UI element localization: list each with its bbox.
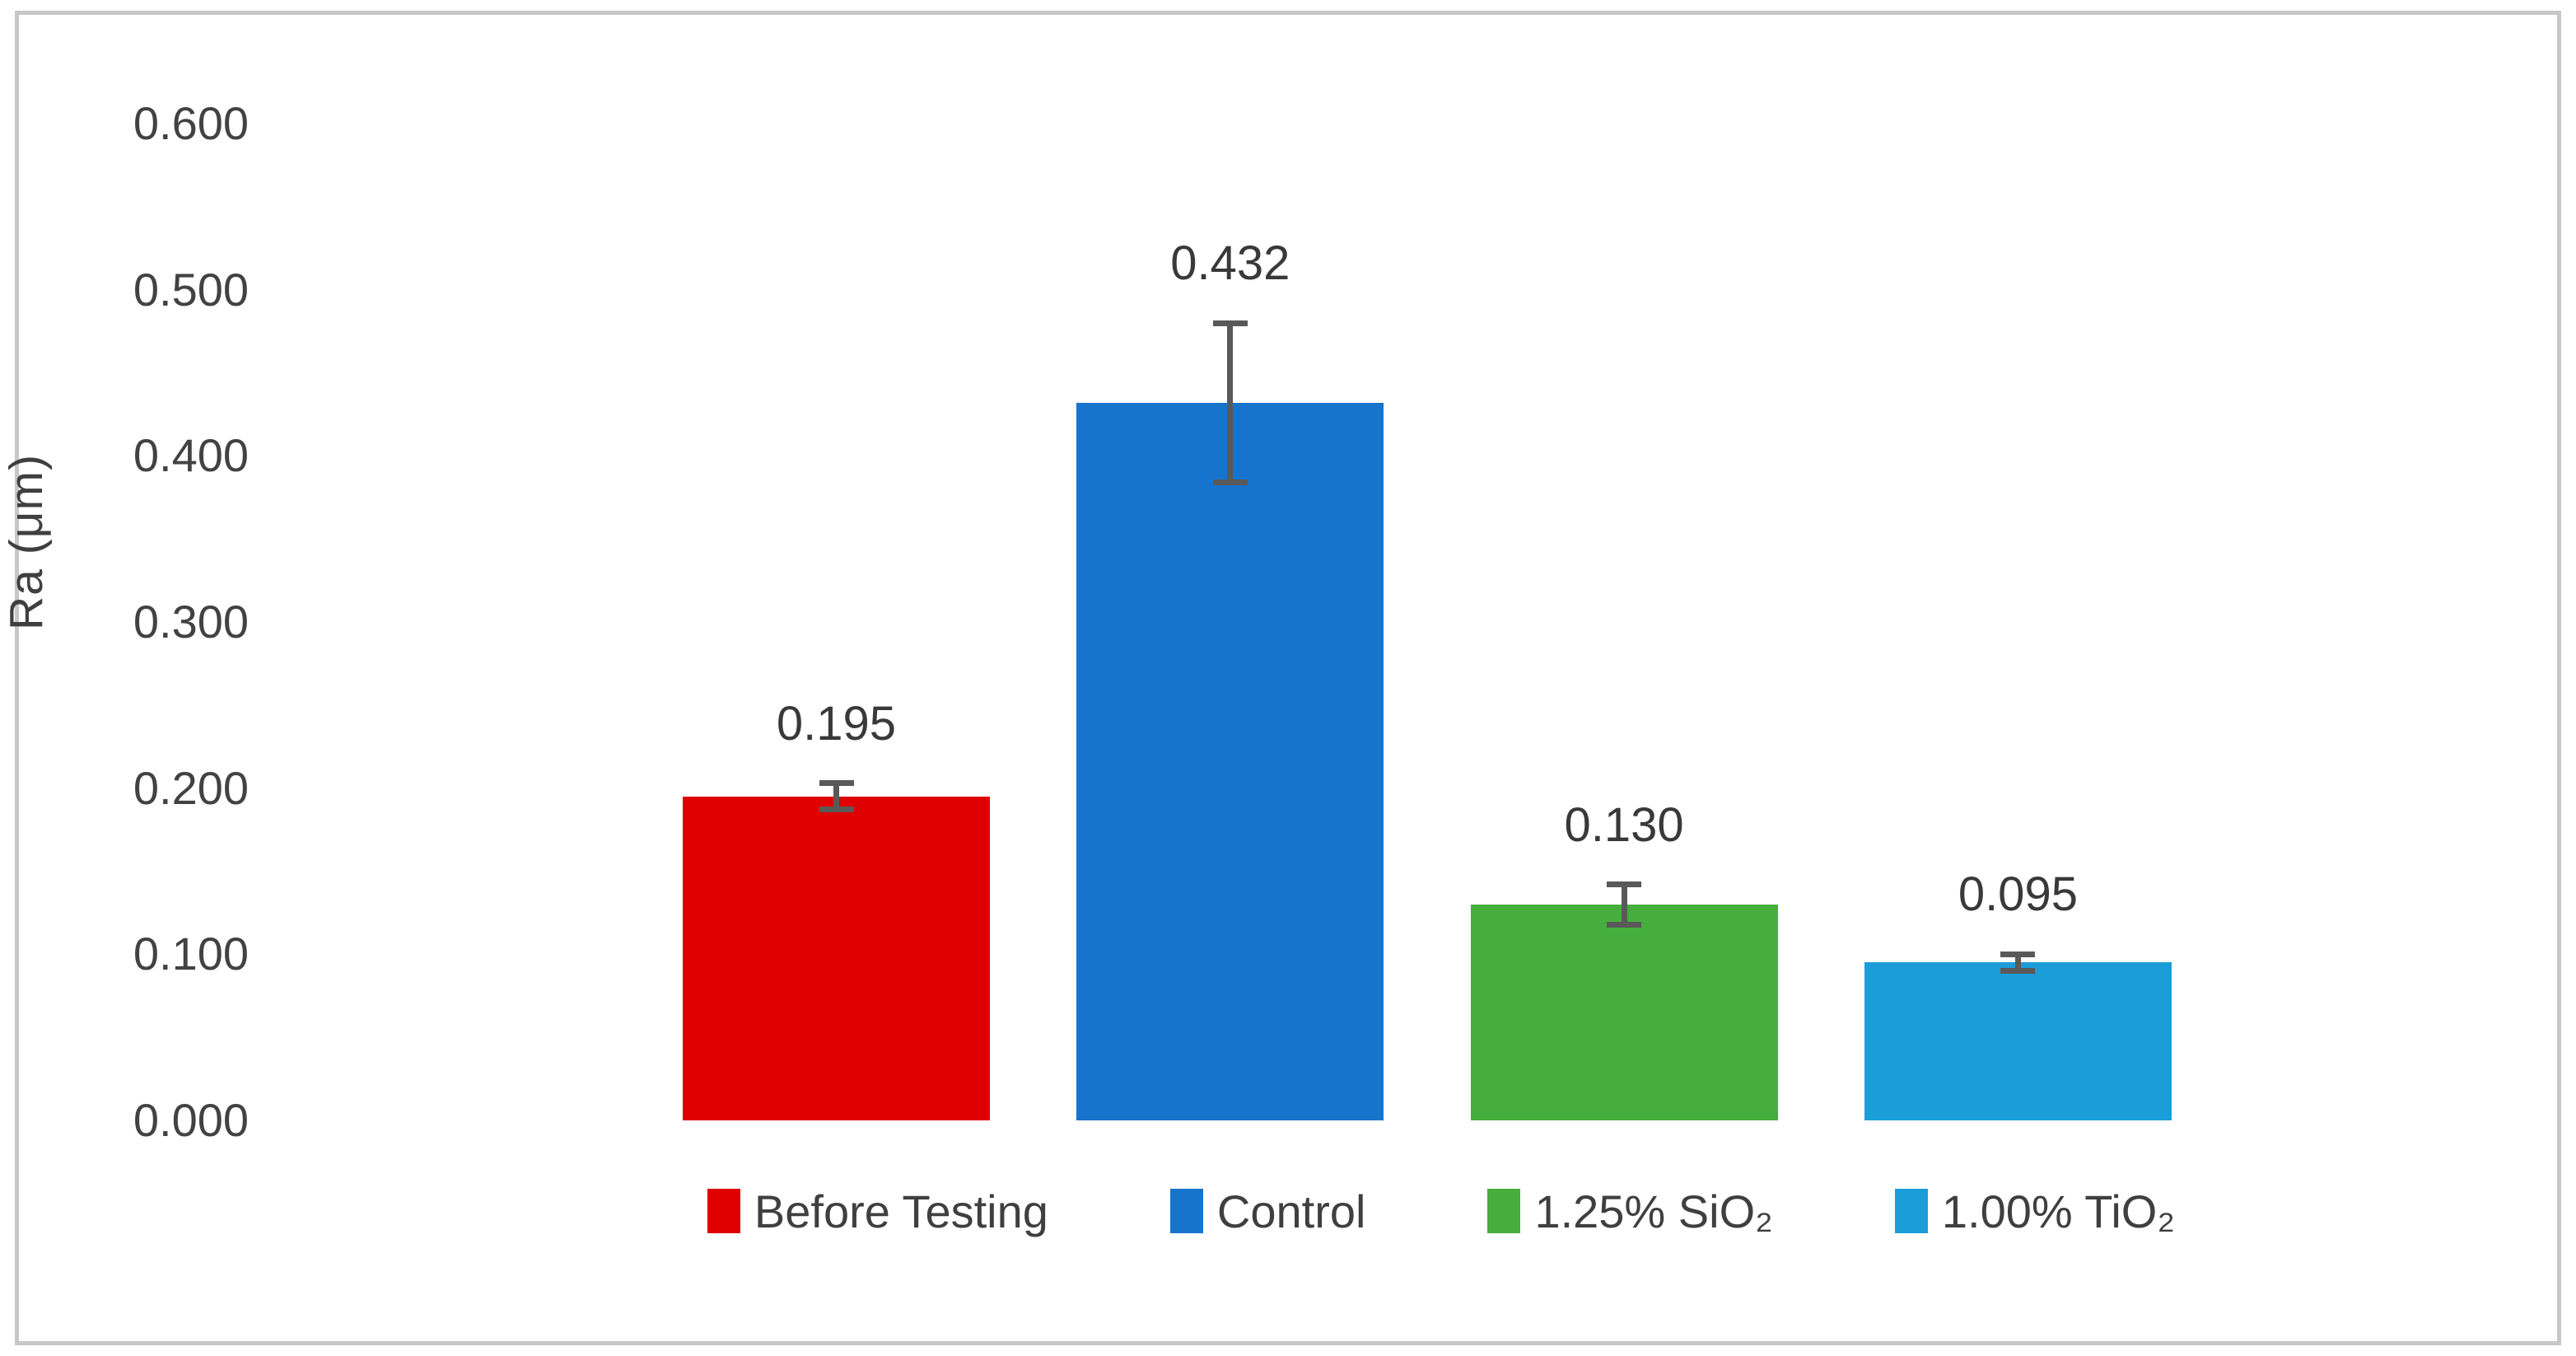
error-cap-top-before-testing xyxy=(819,780,854,787)
data-label-1-25-sio: 0.130 xyxy=(1564,797,1684,852)
error-bar-before-testing xyxy=(833,783,839,810)
legend-label-before-testing: Before Testing xyxy=(754,1185,1048,1237)
error-cap-bottom-control xyxy=(1212,479,1248,486)
bar-control xyxy=(1076,402,1384,1120)
y-axis-title: Ra (μm) xyxy=(0,454,53,630)
error-cap-bottom-1-25-sio xyxy=(1607,921,1642,928)
y-tick-label: 0.300 xyxy=(133,596,249,648)
bar-before-testing xyxy=(683,796,990,1120)
legend-label-1-25-sio: 1.25% SiO₂ xyxy=(1534,1185,1773,1237)
error-cap-top-control xyxy=(1212,320,1248,326)
legend-item-before-testing: Before Testing xyxy=(707,1185,1048,1238)
legend-item-control: Control xyxy=(1169,1185,1366,1238)
legend-item-1-00-tio: 1.00% TiO₂ xyxy=(1894,1185,2176,1238)
data-label-control: 0.432 xyxy=(1170,236,1290,290)
error-cap-bottom-1-00-tio xyxy=(2000,968,2036,974)
error-cap-top-1-00-tio xyxy=(2000,951,2036,957)
legend-swatch-1-00-tio xyxy=(1894,1189,1928,1233)
data-label-1-00-tio: 0.095 xyxy=(1958,867,2078,922)
error-bar-1-25-sio xyxy=(1621,884,1627,925)
error-cap-top-1-25-sio xyxy=(1607,881,1642,888)
legend-label-control: Control xyxy=(1216,1185,1366,1237)
data-label-before-testing: 0.195 xyxy=(776,696,897,750)
y-tick-label: 0.000 xyxy=(133,1094,249,1146)
bar-1-25-sio xyxy=(1470,904,1778,1120)
legend: Before Testing Control 1.25% SiO₂ 1.00% TiO… xyxy=(461,1174,2421,1248)
y-tick-label: 0.200 xyxy=(133,761,249,814)
bar-1-00-tio xyxy=(1864,962,2172,1120)
error-bar-control xyxy=(1227,323,1234,483)
legend-item-1-25-sio: 1.25% SiO₂ xyxy=(1487,1185,1773,1238)
legend-swatch-control xyxy=(1169,1189,1203,1233)
error-bar-1-00-tio xyxy=(2014,954,2021,971)
y-tick-label: 0.100 xyxy=(133,928,249,980)
y-tick-label: 0.400 xyxy=(133,429,249,482)
error-cap-bottom-before-testing xyxy=(819,807,854,813)
legend-swatch-before-testing xyxy=(707,1189,740,1233)
y-tick-label: 0.500 xyxy=(133,263,249,316)
y-tick-label: 0.600 xyxy=(133,97,249,149)
legend-label-1-00-tio: 1.00% TiO₂ xyxy=(1941,1185,2176,1237)
legend-swatch-1-25-sio xyxy=(1487,1189,1521,1233)
